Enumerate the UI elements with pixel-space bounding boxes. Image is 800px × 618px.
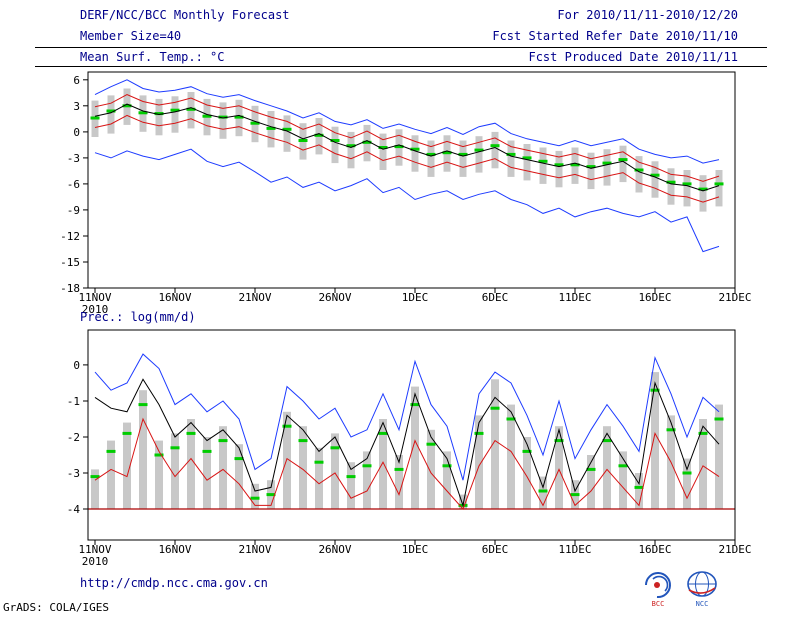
svg-text:-4: -4	[67, 503, 81, 516]
temperature-x-axis: 11NOV 16NOV 21NOV 26NOV 1DEC 6DEC 11DEC 16DEC 21…	[78, 288, 752, 316]
svg-text:0: 0	[73, 359, 80, 372]
bcc-logo: BCC	[645, 572, 671, 608]
grads-credit: GrADS: COLA/IGES	[3, 601, 109, 614]
svg-text:6: 6	[73, 74, 80, 87]
svg-text:1DEC: 1DEC	[402, 291, 429, 304]
svg-text:-15: -15	[60, 256, 80, 269]
temp-chart-label: Mean Surf. Temp.: °C	[80, 50, 225, 64]
precipitation-frame	[87, 329, 736, 541]
svg-text:26NOV: 26NOV	[318, 543, 351, 556]
svg-text:21NOV: 21NOV	[238, 543, 271, 556]
svg-text:-3: -3	[67, 467, 80, 480]
svg-text:2010: 2010	[82, 303, 109, 316]
precipitation-ensemble-mean-line	[94, 378, 720, 508]
svg-text:21NOV: 21NOV	[238, 291, 271, 304]
svg-text:16DEC: 16DEC	[638, 543, 671, 556]
svg-text:21DEC: 21DEC	[718, 543, 751, 556]
svg-text:6DEC: 6DEC	[482, 543, 509, 556]
precipitation-lower-quartile-line	[94, 417, 720, 510]
temperature-upper-quartile-line	[94, 94, 720, 182]
bcc-logo-text: BCC	[652, 600, 665, 608]
bcc-logo-dot	[654, 582, 660, 588]
svg-text:-12: -12	[60, 230, 80, 243]
temperature-frame	[87, 71, 736, 289]
temperature-lower-quartile-line	[94, 114, 720, 203]
svg-text:16NOV: 16NOV	[158, 543, 191, 556]
svg-text:-2: -2	[67, 431, 80, 444]
precipitation-y-axis: 0 -1 -2 -3 -4	[67, 359, 88, 516]
svg-text:2010: 2010	[82, 555, 109, 568]
temperature-y-axis: 6 3 0 -3 -6 -9 -12 -15 -18	[60, 74, 88, 295]
temperature-ensemble-min-line	[94, 148, 720, 253]
header-divider-2	[35, 66, 767, 67]
svg-text:-1: -1	[67, 395, 80, 408]
header-divider-1	[35, 47, 767, 48]
svg-text:-3: -3	[67, 152, 80, 165]
svg-text:3: 3	[73, 100, 80, 113]
ncc-logo: NCC	[687, 571, 717, 608]
precipitation-panel: 0 -1 -2 -3 -4 11NOV 16NOV 21NOV 26NOV 1DEC 6DEC 11D…	[67, 329, 752, 568]
precipitation-x-axis: 11NOV 16NOV 21NOV 26NOV 1DEC 6DEC 11DEC 16DEC 21…	[78, 540, 752, 568]
svg-text:1DEC: 1DEC	[402, 543, 429, 556]
svg-text:6DEC: 6DEC	[482, 291, 509, 304]
refer-date-label: Fcst Started Refer Date 2010/11/10	[492, 29, 738, 43]
svg-text:26NOV: 26NOV	[318, 291, 351, 304]
member-size-label: Member Size=40	[80, 29, 182, 43]
temperature-median-dashes	[90, 104, 724, 191]
svg-text:21DEC: 21DEC	[718, 291, 751, 304]
svg-text:-6: -6	[67, 178, 80, 191]
temperature-ensemble-mean-line	[94, 103, 720, 192]
precipitation-spread-bars	[91, 372, 723, 510]
page-title: DERF/NCC/BCC Monthly Forecast	[80, 8, 290, 22]
temperature-ensemble-max-line	[94, 79, 720, 164]
svg-text:11NOV: 11NOV	[78, 543, 111, 556]
ncc-logo-swoosh	[688, 587, 716, 594]
precipitation-median-dashes	[90, 388, 724, 507]
svg-text:11NOV: 11NOV	[78, 291, 111, 304]
svg-text:16NOV: 16NOV	[158, 291, 191, 304]
svg-text:-18: -18	[60, 282, 80, 295]
svg-text:0: 0	[73, 126, 80, 139]
svg-text:11DEC: 11DEC	[558, 543, 591, 556]
ncc-logo-text: NCC	[696, 600, 709, 608]
svg-text:11DEC: 11DEC	[558, 291, 591, 304]
precipitation-ensemble-max-line	[94, 353, 720, 481]
produced-date-label: Fcst Produced Date 2010/11/11	[528, 50, 738, 64]
svg-text:-9: -9	[67, 204, 80, 217]
svg-text:16DEC: 16DEC	[638, 291, 671, 304]
cmdp-url: http://cmdp.ncc.cma.gov.cn	[80, 576, 268, 590]
forecast-period: For 2010/11/11-2010/12/20	[557, 8, 738, 22]
precip-chart-label: Prec.: log(mm/d)	[80, 310, 196, 324]
